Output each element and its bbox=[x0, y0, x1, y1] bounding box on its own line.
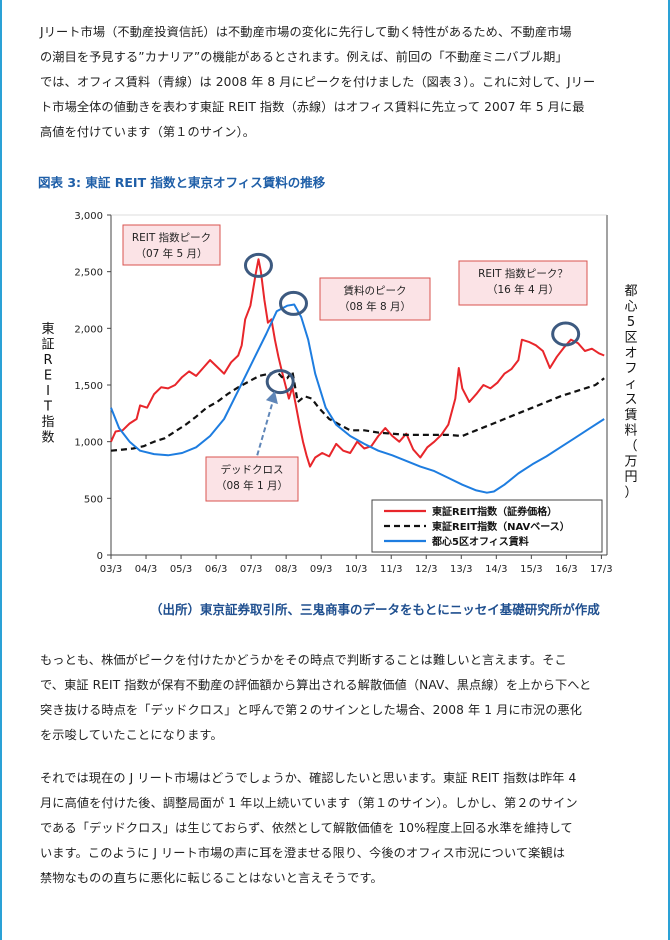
y-axis-label-left: 東証 R E I T 指数 bbox=[41, 321, 54, 446]
paragraph-line: を示唆していたことになります。 bbox=[40, 728, 223, 742]
x-tick-label: 16/3 bbox=[555, 564, 577, 575]
y-tick-label: 2,500 bbox=[74, 268, 103, 279]
x-tick-label: 14/3 bbox=[485, 564, 507, 575]
y-axis-label-right: 都心 5 区オフィス賃料（万円） bbox=[624, 284, 637, 501]
paragraph-line: である「デッドクロス」は生じておらず、依然として解散価値を 10%程度上回る水準… bbox=[40, 821, 573, 835]
x-tick-label: 13/3 bbox=[450, 564, 472, 575]
x-tick-label: 15/3 bbox=[520, 564, 542, 575]
annotation-text: REIT 指数ピーク？ bbox=[478, 267, 568, 280]
y-tick-label: 1,000 bbox=[74, 438, 103, 449]
x-tick-label: 10/3 bbox=[345, 564, 367, 575]
highlight-circle bbox=[265, 369, 295, 395]
highlight-circle bbox=[278, 290, 308, 316]
series-line-2 bbox=[110, 303, 605, 494]
paragraph-line: 突き抜ける時点を「デッドクロス」と呼んで第２のサインとした場合、2008 年 1… bbox=[40, 703, 583, 717]
last-paragraph: それでは現在の J リート市場はどうでしょうか、確認したいと思います。東証 RE… bbox=[40, 766, 640, 891]
annotation-box bbox=[458, 260, 588, 306]
reit-rent-chart: 0 500 1,000 1,500 2,000 2,500 3,000 03/3 04/3 05/… bbox=[41, 211, 637, 575]
intro-paragraph: Jリート市場（不動産投資信託）は不動産市場の変化に先行して動く特性があるため、不… bbox=[40, 20, 640, 145]
annotation-box bbox=[319, 277, 431, 321]
paragraph-line: 禁物なものの直ちに悪化に転じることはないと言えそうです。 bbox=[40, 871, 383, 885]
highlight-circle bbox=[243, 252, 273, 278]
x-tick-label: 17/3 bbox=[590, 564, 612, 575]
paragraph-line: 月に高値を付けた後、調整局面が 1 年以上続いています（第１のサイン）。しかし、… bbox=[40, 796, 578, 810]
x-tick-label: 08/3 bbox=[275, 564, 297, 575]
x-tick-label: 11/3 bbox=[380, 564, 402, 575]
x-tick-label: 06/3 bbox=[205, 564, 227, 575]
x-tick-label: 03/3 bbox=[100, 564, 122, 575]
annotation-text: （08 年 1 月） bbox=[216, 479, 288, 492]
x-tick-label: 09/3 bbox=[310, 564, 332, 575]
paragraph-line: います。このように J リート市場の声に耳を澄ませる限り、今後のオフィス市況につ… bbox=[40, 846, 566, 860]
legend-label: 東証REIT指数（証券価格） bbox=[432, 505, 557, 518]
x-tick-label: 12/3 bbox=[415, 564, 437, 575]
y-tick-label: 2,000 bbox=[74, 324, 103, 335]
figure-title: 図表 3: 東証 REIT 指数と東京オフィス賃料の推移 bbox=[38, 175, 326, 190]
legend-label: 都心5区オフィス賃料 bbox=[431, 535, 529, 548]
paragraph-line: それでは現在の J リート市場はどうでしょうか、確認したいと思います。東証 RE… bbox=[40, 771, 577, 785]
annotation-text: （07 年 5 月） bbox=[135, 247, 207, 260]
paragraph-line: Jリート市場（不動産投資信託）は不動産市場の変化に先行して動く特性があるため、不… bbox=[40, 25, 572, 39]
paragraph-line: ト市場全体の値動きを表わす東証 REIT 指数（赤線）はオフィス賃料に先立って … bbox=[40, 100, 585, 114]
paragraph-line: もっとも、株価がピークを付けたかどうかをその時点で判断することは難しいと言えます… bbox=[40, 653, 567, 667]
x-tick-label: 05/3 bbox=[170, 564, 192, 575]
series-line-0 bbox=[110, 258, 605, 468]
y-tick-label: 500 bbox=[84, 494, 103, 505]
middle-paragraph: もっとも、株価がピークを付けたかどうかをその時点で判断することは難しいと言えます… bbox=[40, 648, 640, 748]
annotation-text: （08 年 8 月） bbox=[339, 300, 411, 313]
legend-label: 東証REIT指数（NAVベース） bbox=[432, 520, 570, 533]
paragraph-line: 高値を付けています（第１のサイン）。 bbox=[40, 125, 256, 139]
annotation-box bbox=[205, 456, 299, 502]
annotation-text: REIT 指数ピーク bbox=[132, 231, 211, 244]
x-tick-label: 07/3 bbox=[240, 564, 262, 575]
dead-cross-arrowhead bbox=[265, 391, 278, 405]
chart-series bbox=[110, 258, 605, 494]
chart-legend: 東証REIT指数（証券価格） 東証REIT指数（NAVベース） 都心5区オフィス賃料 bbox=[371, 499, 603, 553]
y-tick-label: 0 bbox=[97, 551, 103, 562]
x-tick-label: 04/3 bbox=[135, 564, 157, 575]
figure-source: （出所）東京証券取引所、三鬼商事のデータをもとにニッセイ基礎研究所が作成 bbox=[150, 602, 600, 617]
series-line-1 bbox=[110, 370, 605, 452]
annotation-text: （16 年 4 月） bbox=[487, 283, 559, 296]
annotation-text: 賃料のピーク bbox=[344, 284, 407, 297]
paragraph-line: では、オフィス賃料（青線）は 2008 年 8 月にピークを付けました（図表３）… bbox=[40, 75, 596, 89]
chart-annotations: REIT 指数ピーク （07 年 5 月） 賃料のピーク （08 年 8 月） REIT… bbox=[122, 224, 588, 502]
annotation-box bbox=[122, 224, 221, 266]
legend-box bbox=[371, 499, 603, 553]
annotation-text: デッドクロス bbox=[221, 463, 284, 476]
dead-cross-arrow bbox=[254, 393, 276, 464]
y-tick-label: 3,000 bbox=[74, 211, 103, 222]
paragraph-line: の潮目を予見する”カナリア”の機能があるとされます。例えば、前回の「不動産ミニバ… bbox=[40, 50, 568, 64]
chart-axes: 0 500 1,000 1,500 2,000 2,500 3,000 03/3 04/3 05/… bbox=[41, 211, 637, 575]
paragraph-line: で、東証 REIT 指数が保有不動産の評価額から算出される解散価値（NAV、黒点… bbox=[40, 678, 592, 692]
highlight-circle bbox=[551, 321, 581, 347]
y-tick-label: 1,500 bbox=[74, 381, 103, 392]
